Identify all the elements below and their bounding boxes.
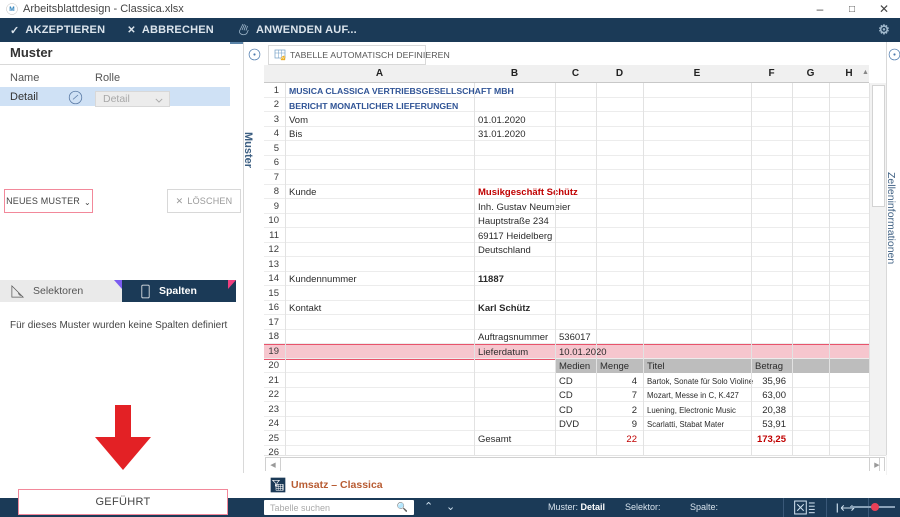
svg-text:M: M bbox=[9, 6, 14, 13]
